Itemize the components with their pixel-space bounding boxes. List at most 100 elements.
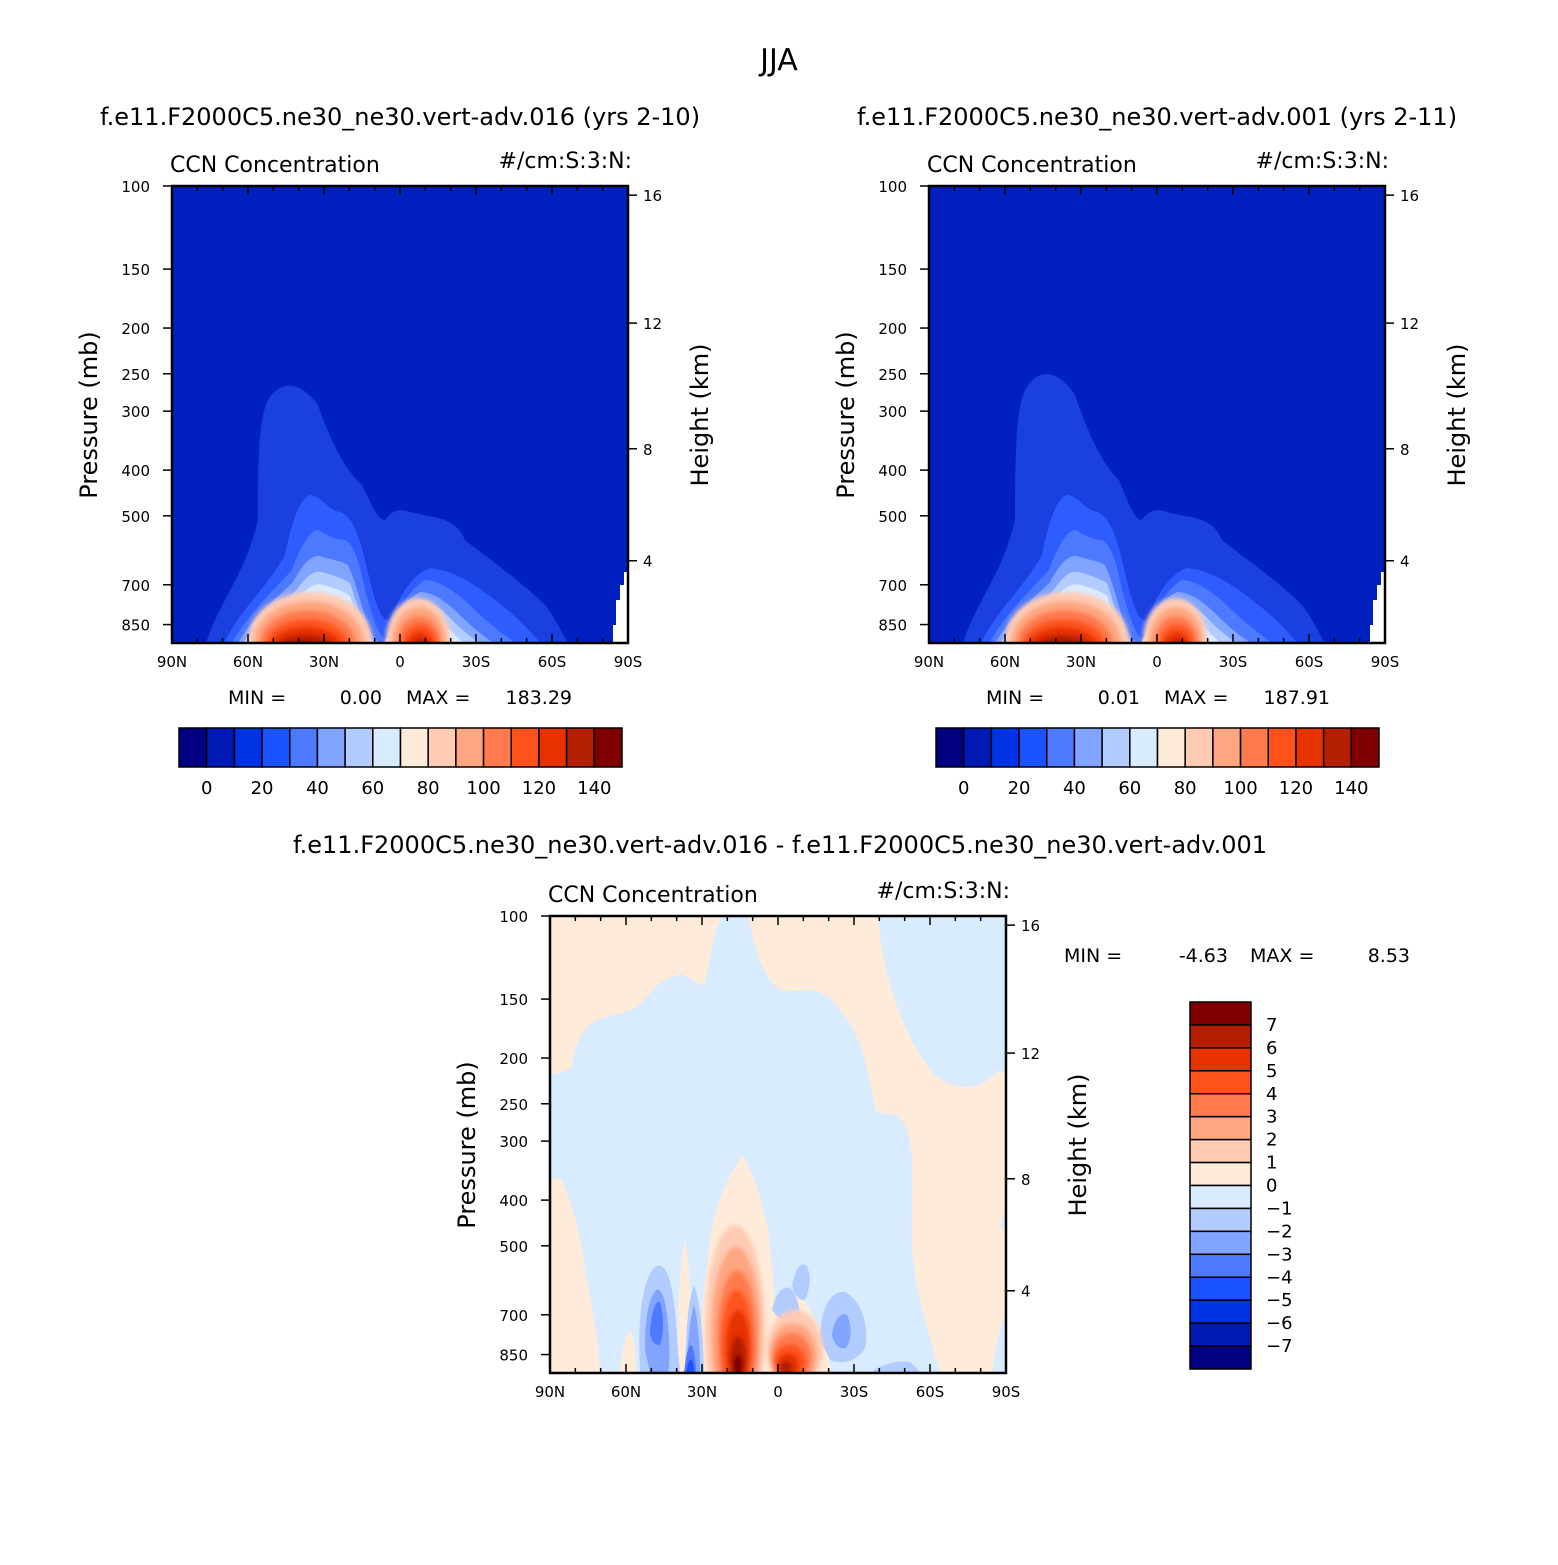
colorbar-swatch [1073, 727, 1103, 768]
y-tick-label: 850 [121, 617, 150, 635]
panel-b-field [929, 186, 1385, 643]
panel-a-subtitle-left: CCN Concentration [170, 153, 380, 178]
colorbar-swatch [1322, 727, 1353, 768]
colorbar-swatch [1189, 1047, 1252, 1072]
y-tick-label: 300 [878, 403, 907, 421]
y-tick-label: 150 [878, 261, 907, 279]
colorbar-label: 7 [1266, 1015, 1277, 1036]
colorbar-swatch [1189, 1345, 1252, 1370]
colorbar-label: 0 [958, 778, 969, 799]
panel-c-max-value: 8.53 [1368, 945, 1410, 967]
panel-c-ylabel-right: Height (km) [1064, 1074, 1092, 1217]
y-right-tick-label: 8 [1021, 1171, 1031, 1189]
panel-a-min-value: 0.00 [340, 687, 382, 709]
x-tick-label: 90S [1371, 653, 1400, 671]
x-tick-label: 60S [916, 1383, 945, 1401]
y-tick-label: 500 [878, 508, 907, 526]
page-title: JJA [758, 43, 798, 78]
colorbar-label: 20 [251, 778, 274, 799]
colorbar-swatch [565, 727, 596, 768]
colorbar-label: 120 [522, 778, 556, 799]
colorbar-label: 2 [1266, 1130, 1277, 1151]
x-tick-label: 30S [462, 653, 491, 671]
panel-a-axes: 90N 60N 30N 0 30S 60S 90S 100 150 200 250 300 400 500… [121, 178, 662, 671]
y-tick-label: 100 [878, 178, 907, 196]
panel-a-field [172, 186, 628, 643]
colorbar-swatch [1189, 1230, 1252, 1256]
y-right-tick-label: 8 [643, 441, 653, 459]
x-tick-label: 60S [538, 653, 567, 671]
colorbar-swatch [1189, 1024, 1252, 1049]
x-tick-label: 60N [990, 653, 1020, 671]
panel-a-ylabel-right: Height (km) [686, 344, 714, 487]
colorbar-label: −4 [1266, 1267, 1293, 1288]
y-tick-label: 300 [499, 1133, 528, 1151]
x-tick-label: 30S [840, 1383, 869, 1401]
panel-b-title: f.e11.F2000C5.ne30_ne30.vert-adv.001 (yr… [857, 103, 1457, 131]
y-tick-label: 200 [499, 1050, 528, 1068]
colorbar-swatch [1189, 1115, 1252, 1141]
colorbar-label: 40 [306, 778, 329, 799]
x-tick-label: 0 [773, 1383, 783, 1401]
y-right-tick-label: 16 [643, 187, 662, 205]
colorbar-label: 1 [1266, 1153, 1277, 1174]
colorbar-swatch [510, 727, 540, 768]
x-tick-label: 30N [687, 1383, 717, 1401]
colorbar-swatch [1189, 1093, 1252, 1118]
colorbar-swatch [482, 727, 512, 768]
panel-a-title: f.e11.F2000C5.ne30_ne30.vert-adv.016 (yr… [100, 103, 700, 131]
y-right-tick-label: 4 [1400, 553, 1410, 571]
colorbar-label: 100 [1223, 778, 1257, 799]
colorbar-label: 3 [1266, 1107, 1277, 1128]
colorbar-label: 0 [201, 778, 212, 799]
colorbar-label: −2 [1266, 1221, 1293, 1242]
x-tick-label: 30N [309, 653, 339, 671]
y-tick-label: 300 [121, 403, 150, 421]
colorbar-swatch [178, 727, 208, 768]
colorbar-label: 40 [1063, 778, 1086, 799]
y-tick-label: 250 [121, 366, 150, 384]
y-tick-label: 400 [878, 462, 907, 480]
panel-b-subtitle-right: #/cm:S:3:N: [1256, 149, 1389, 174]
colorbar-swatch [1156, 727, 1186, 768]
x-tick-label: 90N [157, 653, 187, 671]
colorbar-swatch [205, 727, 236, 768]
colorbar-swatch [1189, 1184, 1252, 1210]
colorbar-swatch [1129, 727, 1159, 768]
colorbar-swatch [1018, 727, 1048, 768]
colorbar-label: 6 [1266, 1038, 1277, 1059]
x-tick-label: 60S [1295, 653, 1324, 671]
x-tick-label: 0 [1152, 653, 1162, 671]
y-tick-label: 400 [499, 1192, 528, 1210]
panel-a-subtitle-right: #/cm:S:3:N: [499, 149, 632, 174]
panel-c-min-value: -4.63 [1179, 945, 1228, 967]
colorbar-swatch [1189, 1161, 1252, 1187]
panel-c-axes: 90N 60N 30N 0 30S 60S 90S 100 150 200 250 300 400 500… [499, 908, 1040, 1401]
colorbar-label: 80 [1174, 778, 1197, 799]
colorbar-label: −1 [1266, 1198, 1293, 1219]
colorbar-swatch [427, 727, 457, 768]
y-right-tick-label: 4 [1021, 1283, 1031, 1301]
colorbar-swatch [1046, 727, 1076, 768]
y-tick-label: 850 [499, 1347, 528, 1365]
colorbar-label: 20 [1008, 778, 1031, 799]
panel-c-field [550, 916, 1006, 1373]
panel-a-colorbar: 0 20 40 60 80 100 120 140 [178, 727, 623, 799]
x-tick-label: 30S [1219, 653, 1248, 671]
colorbar-swatch [233, 727, 263, 768]
panel-c-ylabel: Pressure (mb) [453, 1061, 481, 1228]
y-tick-label: 200 [878, 320, 907, 338]
colorbar-swatch [1295, 727, 1325, 768]
panel-b-colorbar: 0 20 40 60 80 100 120 140 [935, 727, 1380, 799]
y-right-tick-label: 16 [1021, 917, 1040, 935]
colorbar-swatch [1189, 1253, 1252, 1278]
panel-b-ylabel-right: Height (km) [1443, 344, 1471, 487]
colorbar-swatch [1267, 727, 1297, 768]
y-tick-label: 150 [121, 261, 150, 279]
y-right-tick-label: 12 [1021, 1045, 1040, 1063]
colorbar-label: −3 [1266, 1244, 1293, 1265]
panel-c-subtitle-right: #/cm:S:3:N: [877, 879, 1010, 904]
colorbar-label: 120 [1279, 778, 1313, 799]
